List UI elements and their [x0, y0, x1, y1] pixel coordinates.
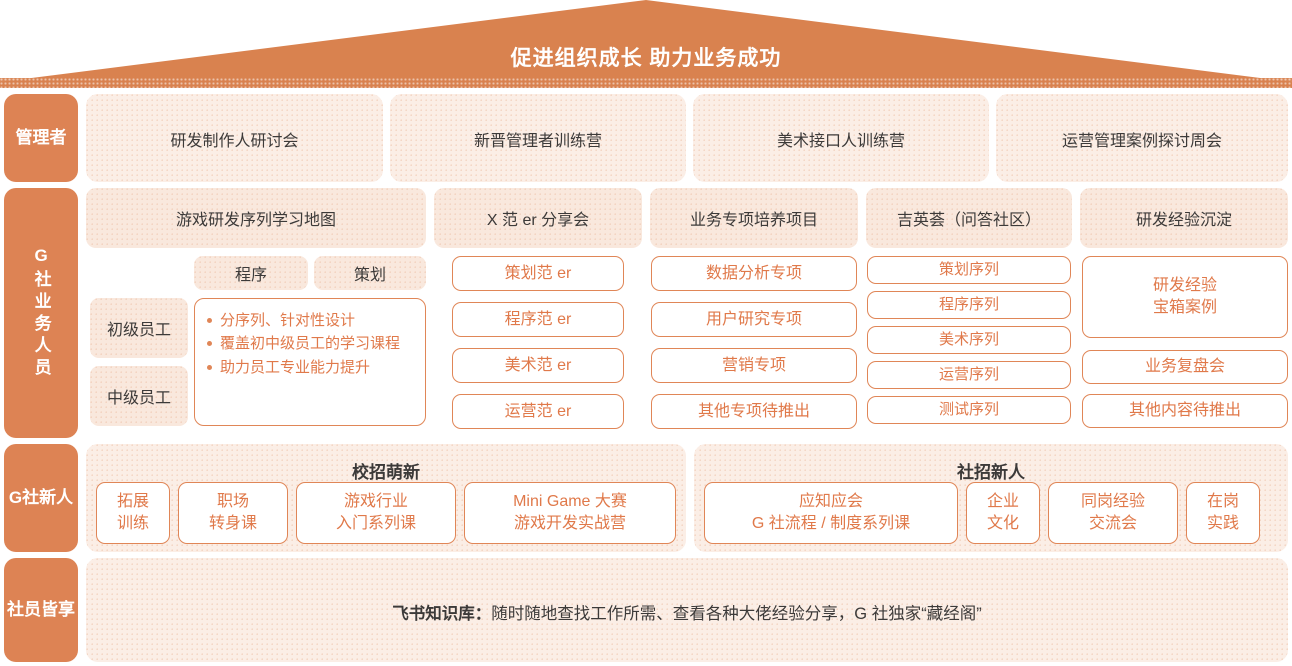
- business-col-3-pill-2[interactable]: 用户研究专项: [651, 302, 857, 337]
- newcomer-campus-item-2[interactable]: 职场 转身课: [178, 482, 288, 544]
- newcomer-campus-item-1[interactable]: 拓展 训练: [96, 482, 170, 544]
- newcomer-campus-item-4[interactable]: Mini Game 大赛 游戏开发实战营: [464, 482, 676, 544]
- business-col-5-head-label: 研发经验沉淀: [1135, 212, 1232, 229]
- newcomer-campus-item-3[interactable]: 游戏行业 入门系列课: [296, 482, 456, 544]
- business-col-3-pill-3-label: 营销专项: [721, 356, 786, 374]
- shared-banner-strong: 飞书知识库：: [392, 605, 492, 623]
- manager-card-3[interactable]: 美术接口人训练营: [693, 94, 989, 182]
- business-col-3-pill-3[interactable]: 营销专项: [651, 348, 857, 383]
- business-col-4-pill-2-label: 程序序列: [938, 295, 999, 313]
- business-col-2-pill-3[interactable]: 美术范 er: [452, 348, 624, 383]
- business-col-5-pill-1-label: 研发经验 宝箱案例: [1152, 277, 1217, 316]
- business-col-4-pill-3[interactable]: 美术序列: [867, 326, 1071, 354]
- business-col-4-head-label: 吉英荟（问答社区）: [896, 212, 1041, 229]
- newcomer-campus-item-1-label: 拓展 训练: [116, 493, 149, 532]
- newcomer-social-item-1-label: 应知应会 G 社流程 / 制度系列课: [751, 493, 911, 532]
- business-col-5-pill-3[interactable]: 其他内容待推出: [1082, 394, 1288, 428]
- business-col-1-head[interactable]: 游戏研发序列学习地图: [86, 188, 426, 248]
- business-col-2-pill-4[interactable]: 运营范 er: [452, 394, 624, 429]
- manager-card-4[interactable]: 运营管理案例探讨周会: [996, 94, 1288, 182]
- business-col-4-pill-4-label: 运营序列: [938, 365, 999, 383]
- business-col-3-head-label: 业务专项培养项目: [689, 212, 818, 229]
- business-col-3-pill-1-label: 数据分析专项: [705, 264, 802, 282]
- business-chip-program-label: 程序: [234, 267, 267, 284]
- business-col-4-pill-3-label: 美术序列: [938, 330, 999, 348]
- business-col-4-pill-5[interactable]: 测试序列: [867, 396, 1071, 424]
- newcomer-group-campus-title: 校招萌新: [352, 463, 420, 482]
- business-col-5-pill-2[interactable]: 业务复盘会: [1082, 350, 1288, 384]
- business-col-4-pill-1-label: 策划序列: [938, 260, 999, 278]
- business-col-2-pill-2-label: 程序范 er: [504, 310, 572, 328]
- page-title: 促进组织成长 助力业务成功: [510, 47, 782, 70]
- manager-card-3-label: 美术接口人训练营: [776, 133, 905, 150]
- sidebar-item-manager[interactable]: 管理者: [4, 94, 78, 182]
- business-col-2-head-label: X 范 er 分享会: [486, 212, 590, 229]
- manager-card-2-label: 新晋管理者训练营: [473, 133, 602, 150]
- business-level-middle-label: 中级员工: [106, 390, 171, 407]
- business-col-3-pill-2-label: 用户研究专项: [705, 310, 802, 328]
- business-col-3-pill-1[interactable]: 数据分析专项: [651, 256, 857, 291]
- newcomer-social-item-4[interactable]: 在岗 实践: [1186, 482, 1260, 544]
- business-chip-program[interactable]: 程序: [194, 256, 308, 290]
- business-col-2-pill-4-label: 运营范 er: [504, 402, 572, 420]
- business-notes-list: 分序列、针对性设计 覆盖初中级员工的学习课程 助力员工专业能力提升: [205, 309, 413, 379]
- business-col-2-pill-2[interactable]: 程序范 er: [452, 302, 624, 337]
- business-level-junior[interactable]: 初级员工: [90, 298, 188, 358]
- shared-banner[interactable]: 飞书知识库：随时随地查找工作所需、查看各种大佬经验分享，G 社独家“藏经阁”: [86, 558, 1288, 662]
- roof-texture-band: [0, 78, 1292, 88]
- business-chip-planning[interactable]: 策划: [314, 256, 426, 290]
- business-col-2-pill-1[interactable]: 策划范 er: [452, 256, 624, 291]
- business-col-4-pill-4[interactable]: 运营序列: [867, 361, 1071, 389]
- sidebar-item-newcomer[interactable]: G社新人: [4, 444, 78, 552]
- business-col-3-pill-4[interactable]: 其他专项待推出: [651, 394, 857, 429]
- sidebar-item-newcomer-label: G社新人: [8, 488, 74, 508]
- business-col-2-pill-1-label: 策划范 er: [504, 264, 572, 282]
- business-col-5-pill-3-label: 其他内容待推出: [1128, 402, 1241, 420]
- newcomer-social-item-2[interactable]: 企业 文化: [966, 482, 1040, 544]
- business-col-1-head-label: 游戏研发序列学习地图: [175, 212, 336, 229]
- newcomer-social-item-4-label: 在岗 实践: [1206, 493, 1239, 532]
- sidebar-item-business-staff-label: G社业务人员: [31, 246, 51, 380]
- newcomer-campus-item-3-label: 游戏行业 入门系列课: [335, 493, 416, 532]
- manager-card-1[interactable]: 研发制作人研讨会: [86, 94, 383, 182]
- business-col-3-pill-4-label: 其他专项待推出: [697, 402, 810, 420]
- business-col-3-head[interactable]: 业务专项培养项目: [650, 188, 858, 248]
- business-col-4-head[interactable]: 吉英荟（问答社区）: [866, 188, 1072, 248]
- business-level-junior-label: 初级员工: [106, 322, 171, 339]
- business-col-5-head[interactable]: 研发经验沉淀: [1080, 188, 1288, 248]
- shared-banner-rest: 随时随地查找工作所需、查看各种大佬经验分享，G 社独家“藏经阁”: [491, 605, 982, 623]
- business-note-item: 分序列、针对性设计: [205, 309, 413, 332]
- newcomer-social-item-3[interactable]: 同岗经验 交流会: [1048, 482, 1178, 544]
- sidebar-item-manager-label: 管理者: [15, 128, 67, 148]
- sidebar-item-business-staff[interactable]: G社业务人员: [4, 188, 78, 438]
- newcomer-social-item-2-label: 企业 文化: [986, 493, 1019, 532]
- sidebar-item-shared-label: 社员皆享: [7, 600, 75, 620]
- manager-card-1-label: 研发制作人研讨会: [170, 133, 299, 150]
- newcomer-campus-item-4-label: Mini Game 大赛 游戏开发实战营: [513, 493, 627, 532]
- newcomer-campus-item-2-label: 职场 转身课: [208, 493, 257, 532]
- business-level-middle[interactable]: 中级员工: [90, 366, 188, 426]
- business-col-4-pill-2[interactable]: 程序序列: [867, 291, 1071, 319]
- business-note-item: 助力员工专业能力提升: [205, 356, 413, 379]
- sidebar-item-shared[interactable]: 社员皆享: [4, 558, 78, 662]
- business-note-item: 覆盖初中级员工的学习课程: [205, 332, 413, 355]
- manager-card-4-label: 运营管理案例探讨周会: [1061, 133, 1222, 150]
- manager-card-2[interactable]: 新晋管理者训练营: [390, 94, 686, 182]
- shared-banner-text: 飞书知识库：随时随地查找工作所需、查看各种大佬经验分享，G 社独家“藏经阁”: [86, 600, 1288, 624]
- newcomer-social-item-1[interactable]: 应知应会 G 社流程 / 制度系列课: [704, 482, 958, 544]
- business-notes-box: 分序列、针对性设计 覆盖初中级员工的学习课程 助力员工专业能力提升: [194, 298, 426, 426]
- business-col-2-pill-3-label: 美术范 er: [504, 356, 572, 374]
- newcomer-group-social-title: 社招新人: [957, 463, 1025, 482]
- roof-banner: 促进组织成长 助力业务成功: [0, 0, 1292, 88]
- business-col-4-pill-1[interactable]: 策划序列: [867, 256, 1071, 284]
- business-col-4-pill-5-label: 测试序列: [938, 400, 999, 418]
- newcomer-social-item-3-label: 同岗经验 交流会: [1080, 493, 1145, 532]
- business-chip-planning-label: 策划: [353, 267, 386, 284]
- business-col-5-pill-1[interactable]: 研发经验 宝箱案例: [1082, 256, 1288, 338]
- business-col-2-head[interactable]: X 范 er 分享会: [434, 188, 642, 248]
- business-col-5-pill-2-label: 业务复盘会: [1144, 358, 1225, 376]
